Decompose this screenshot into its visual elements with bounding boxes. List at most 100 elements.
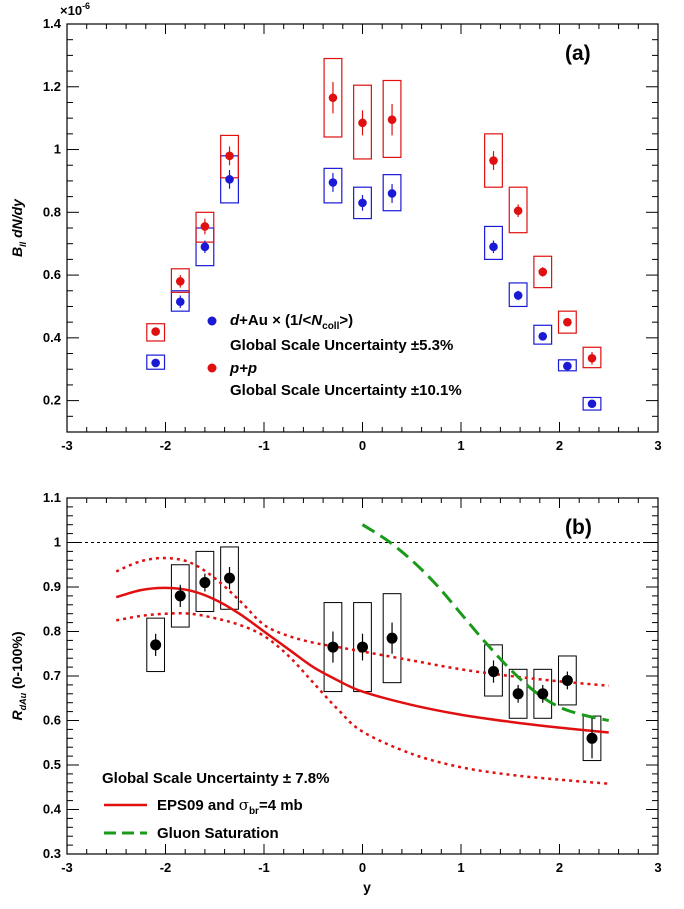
systematic-box (170, 268, 190, 293)
data-point (225, 151, 234, 161)
systematic-box (533, 668, 553, 719)
legend-dau-marker (207, 316, 217, 326)
y-tick-label: 1 (54, 535, 61, 550)
panel-b-label: (b) (565, 516, 592, 539)
panel-b-xlabel: y (363, 879, 371, 895)
y-tick-label: 0.2 (43, 393, 61, 408)
systematic-box (557, 310, 577, 334)
data-point (538, 267, 548, 277)
data-point (538, 331, 548, 341)
data-point (200, 242, 210, 252)
systematic-box (323, 602, 343, 693)
panel-a-systematic-boxes (146, 57, 602, 411)
data-point (387, 189, 397, 198)
y-tick-label: 0.4 (43, 330, 62, 345)
systematic-box (558, 655, 577, 706)
curve-dashed (361, 523, 610, 722)
data-point (563, 317, 572, 327)
data-point (386, 632, 398, 644)
x-tick-label: -2 (160, 438, 172, 453)
data-point (225, 175, 234, 184)
y-tick-label: 0.9 (43, 579, 61, 594)
systematic-box (146, 323, 166, 342)
x-tick-label: 0 (359, 860, 366, 875)
data-point (327, 641, 339, 653)
data-point (512, 688, 524, 700)
y-tick-label: 0.4 (43, 802, 62, 817)
data-point (151, 327, 160, 336)
data-point (175, 297, 185, 307)
data-point (175, 277, 185, 286)
systematic-box (382, 174, 402, 212)
x-tick-label: 0 (359, 438, 366, 453)
systematic-box (582, 346, 602, 369)
legend-pp-scale: Global Scale Uncertainty ±10.1% (230, 382, 462, 399)
data-point (587, 399, 597, 409)
systematic-box (533, 255, 553, 289)
legend-eps-label: EPS09 and σbr=4 mb (157, 796, 303, 817)
systematic-box (484, 133, 503, 188)
x-tick-label: 3 (654, 438, 661, 453)
systematic-box (508, 282, 528, 308)
x-tick-label: -1 (258, 860, 270, 875)
x-tick-label: 1 (457, 438, 464, 453)
x-tick-label: 2 (556, 438, 563, 453)
data-point (358, 198, 367, 208)
systematic-box (382, 593, 402, 684)
panel-a-points (151, 82, 597, 409)
panel-b-ylabel: RdAu (0-100%) (9, 631, 28, 720)
data-point (488, 666, 500, 678)
systematic-box (220, 546, 239, 610)
data-point (358, 118, 367, 128)
x-tick-label: -3 (61, 438, 73, 453)
y-tick-label: 0.6 (43, 267, 61, 282)
panel-a-axes: -3 -2 -1 0 1 2 3 0.2 0.4 0.6 0.8 1 1.2 1.4 (43, 16, 662, 453)
data-point (537, 688, 549, 700)
systematic-box (353, 186, 372, 220)
legend-pp-label: p+p (229, 360, 257, 377)
y-tick-label: 1.4 (43, 16, 62, 31)
data-point (563, 361, 572, 371)
data-point (199, 577, 211, 589)
y-tick-label: 0.5 (43, 757, 61, 772)
data-point (150, 639, 162, 651)
panel-b-axes: -3 -2 -1 0 1 2 3 0.3 0.4 0.5 0.6 0.7 0.8 0.9 1 1.1 (43, 490, 662, 875)
panel-b-legend: EPS09 and σbr=4 mb Gluon Saturation (104, 796, 303, 842)
y-tick-label: 1 (54, 142, 61, 157)
legend-dau-scale: Global Scale Uncertainty ±5.3% (230, 337, 453, 354)
y-tick-label: 0.6 (43, 713, 61, 728)
systematic-box (170, 290, 190, 312)
x-tick-label: 1 (457, 860, 464, 875)
panel-a-label: (a) (565, 42, 591, 65)
systematic-box (508, 186, 528, 234)
y-tick-label: 1.1 (43, 490, 61, 505)
legend-dau-label: d+Au × (1/<Ncoll>) (230, 312, 353, 332)
systematic-box (146, 617, 166, 673)
x-tick-label: -2 (160, 860, 172, 875)
x-tick-label: -3 (61, 860, 73, 875)
data-point (489, 242, 498, 252)
systematic-box (484, 225, 503, 260)
y-tick-label: 0.8 (43, 624, 61, 639)
systematic-box (195, 550, 215, 612)
y-tick-label: 0.7 (43, 668, 61, 683)
x-tick-label: 2 (556, 860, 563, 875)
data-point (328, 93, 338, 103)
systematic-box (382, 79, 402, 158)
data-point (587, 353, 597, 363)
systematic-box (582, 396, 602, 411)
systematic-box (484, 644, 503, 697)
panel-a-exponent: ×10-6 (60, 1, 90, 18)
data-point (586, 732, 598, 744)
legend-gluon-label: Gluon Saturation (157, 825, 279, 842)
data-point (489, 156, 498, 165)
data-point (174, 590, 186, 602)
systematic-box (353, 84, 372, 160)
y-tick-label: 0.8 (43, 204, 61, 219)
panel-a-ylabel: Bll dN/dy (9, 198, 28, 257)
systematic-box (170, 564, 190, 628)
x-tick-label: 3 (654, 860, 661, 875)
systematic-box (533, 324, 553, 345)
curve-dotted (115, 556, 609, 688)
